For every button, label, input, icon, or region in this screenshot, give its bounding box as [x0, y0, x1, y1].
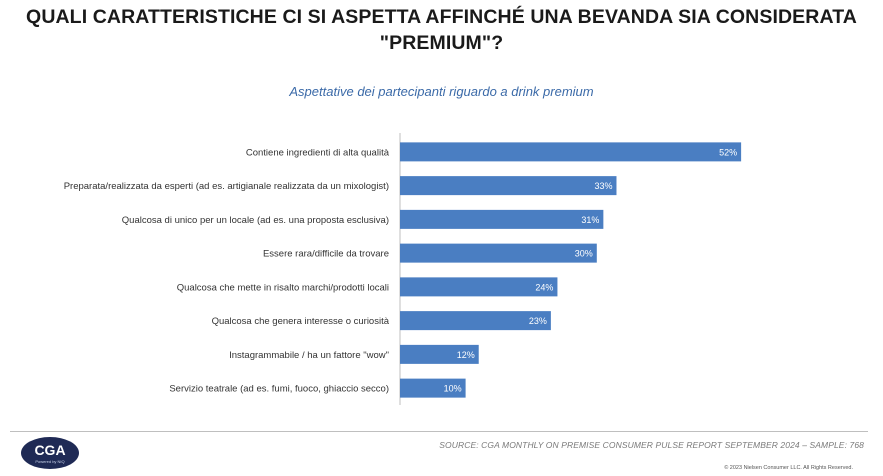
category-label: Servizio teatrale (ad es. fumi, fuoco, g… — [169, 384, 389, 395]
bar — [400, 209, 604, 229]
bar-value-label: 10% — [444, 384, 462, 394]
category-label: Qualcosa che genera interesse o curiosit… — [212, 316, 390, 327]
chart-subtitle: Aspettative dei partecipanti riguardo a … — [289, 84, 594, 99]
bar — [400, 277, 558, 297]
category-label: Qualcosa che mette in risalto marchi/pro… — [177, 282, 389, 293]
bar-value-label: 24% — [535, 282, 553, 292]
bar-value-label: 33% — [594, 181, 612, 191]
logo-text: CGA — [34, 442, 65, 458]
bar-chart: Contiene ingredienti di alta qualità 52% P… — [64, 133, 742, 405]
bar — [400, 311, 551, 331]
category-label: Instagrammabile / ha un fattore "wow" — [229, 350, 389, 361]
logo-badge — [21, 437, 79, 469]
bar-value-label: 31% — [581, 215, 599, 225]
bar-value-label: 52% — [719, 147, 737, 157]
cga-logo: CGA Powered by NIQ — [21, 437, 79, 469]
category-label: Qualcosa di unico per un locale (ad es. … — [122, 215, 389, 226]
logo-subtext: Powered by NIQ — [35, 459, 64, 464]
bar — [400, 176, 617, 196]
bar — [400, 243, 597, 263]
chart-title: QUALI CARATTERISTICHE CI SI ASPETTA AFFI… — [26, 6, 857, 54]
source-note: SOURCE: CGA MONTHLY ON PREMISE CONSUMER … — [439, 440, 864, 450]
category-label: Contiene ingredienti di alta qualità — [246, 147, 390, 158]
bar — [400, 142, 742, 162]
bar-value-label: 30% — [575, 249, 593, 259]
bar — [400, 344, 479, 364]
category-label: Essere rara/difficile da trovare — [263, 249, 389, 260]
bar-value-label: 12% — [457, 350, 475, 360]
copyright-note: © 2023 Nielsen Consumer LLC. All Rights … — [724, 465, 853, 471]
bar — [400, 378, 466, 398]
bar-value-label: 23% — [529, 316, 547, 326]
category-label: Preparata/realizzata da esperti (ad es. … — [64, 181, 389, 192]
footer-divider — [10, 431, 868, 432]
